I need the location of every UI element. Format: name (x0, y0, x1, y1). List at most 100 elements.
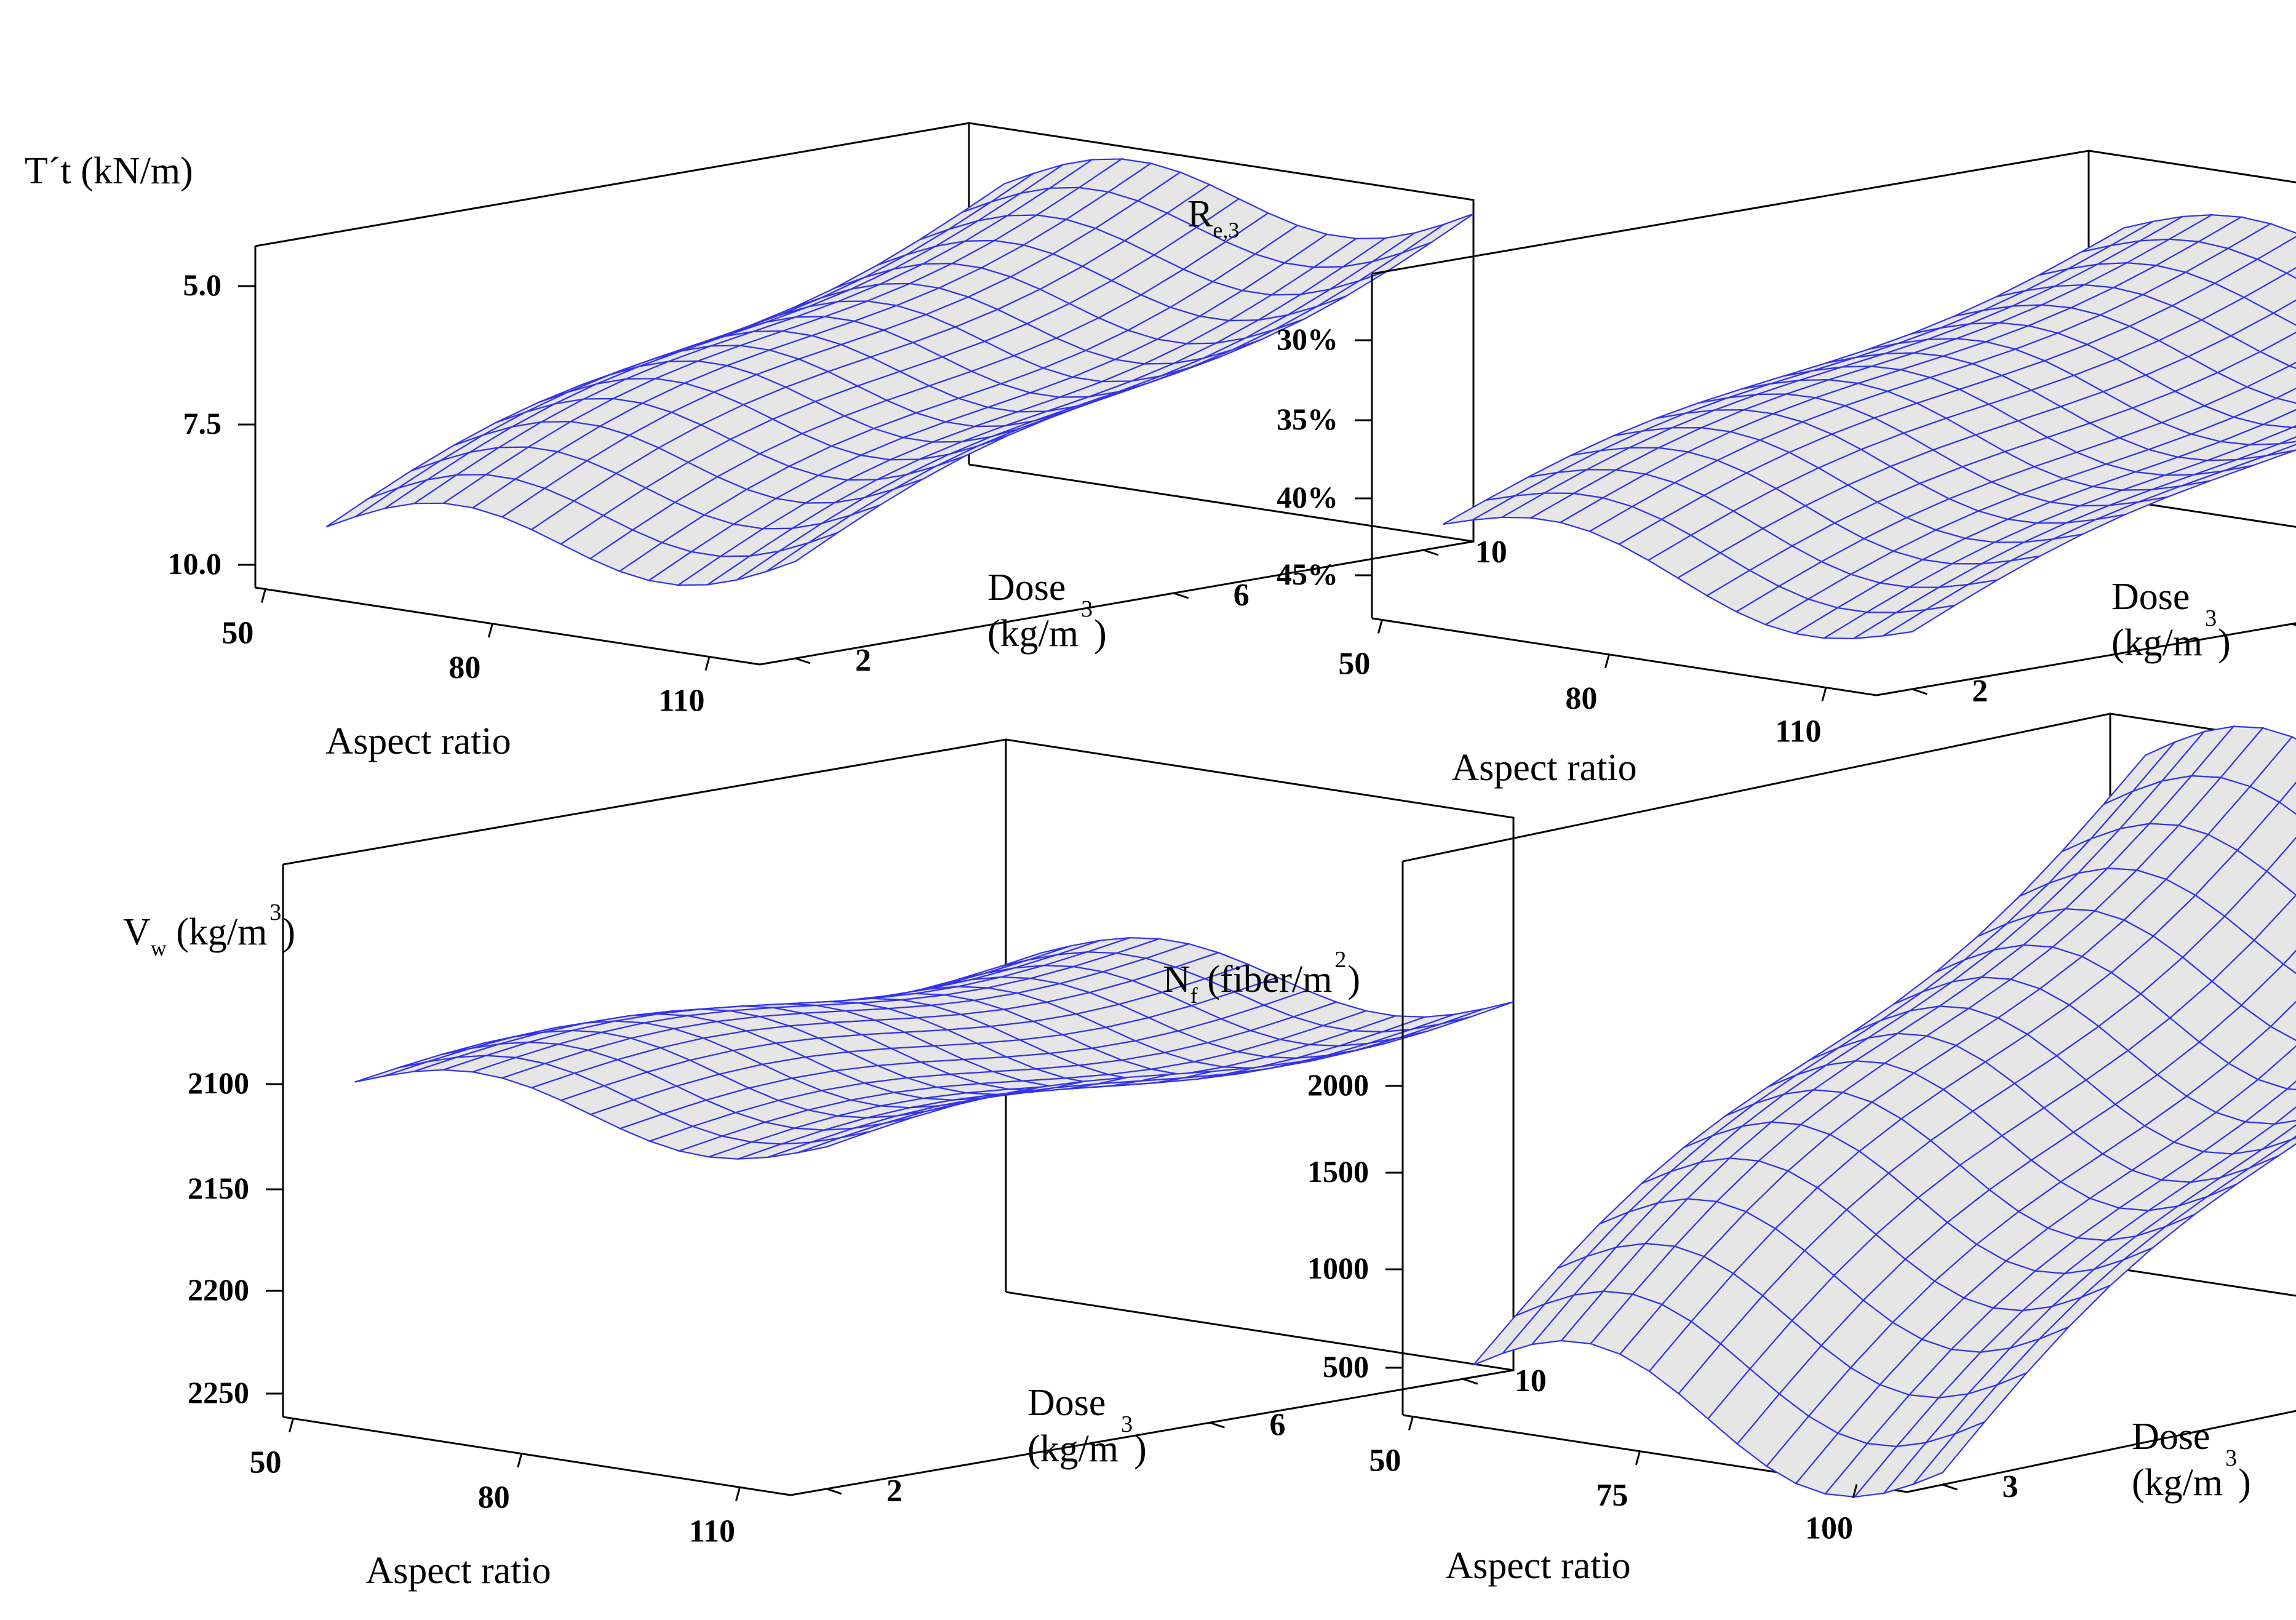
surface-cell (2282, 949, 2296, 975)
x-tick-label: 50 (1369, 1443, 1401, 1478)
z-tick-label: 35% (1277, 402, 1338, 436)
z-axis-title-superscript: 3 (269, 900, 281, 925)
y-axis-unit: (kg/m (1027, 1428, 1118, 1470)
y-tick-mark (2292, 623, 2296, 626)
x-tick-label: 80 (478, 1480, 510, 1515)
y-tick-mark (1173, 592, 1189, 599)
z-axis-title-subscript: f (1190, 983, 1198, 1008)
z-tick-label: 5.0 (183, 268, 222, 302)
z-axis-title-close: ) (282, 911, 295, 953)
x-axis-title: Aspect ratio (325, 720, 511, 762)
x-tick-mark (1604, 654, 1610, 669)
z-axis-title-unit: (kg/m (167, 911, 268, 953)
y-tick-label: 6 (1270, 1407, 1286, 1442)
x-tick-mark (1852, 1484, 1858, 1498)
surface-cell (1440, 1001, 1514, 1025)
x-axis-title: Aspect ratio (365, 1550, 551, 1592)
z-axis-title: T´t (kN/m) (25, 150, 193, 192)
x-axis-line (255, 586, 760, 666)
z-tick-label: 40% (1277, 480, 1338, 514)
z-tick-label: 1000 (1307, 1251, 1369, 1285)
z-tick-label: 2100 (188, 1066, 249, 1100)
z-tick-label: 500 (1323, 1349, 1369, 1384)
surface-cell (2285, 266, 2296, 279)
z-axis-title: Vw (kg/m 3) (123, 900, 295, 960)
y-tick-mark (1911, 688, 1927, 695)
y-axis-line (1876, 622, 2296, 696)
y-tick-mark (1210, 1421, 1225, 1429)
x-tick-mark (1635, 1451, 1641, 1466)
x-tick-label: 110 (1775, 714, 1821, 749)
x-tick-mark (1821, 687, 1827, 701)
surface-cell (2286, 1080, 2296, 1090)
y-axis-title-line2: (kg/m3) (2111, 605, 2231, 664)
x-axis-line (282, 1416, 791, 1496)
x-tick-label: 110 (689, 1514, 735, 1549)
x-tick-mark (487, 623, 493, 638)
y-axis-title-line2: (kg/m3) (987, 596, 1107, 655)
x-tick-label: 100 (1805, 1511, 1853, 1546)
z-axis-title-main: T´t (kN/m) (25, 150, 193, 192)
surface-cell (1883, 604, 1955, 637)
y-axis-title-line1: Dose (987, 567, 1066, 608)
x-axis-line (1371, 617, 1877, 696)
z-tick-label: 1500 (1307, 1154, 1369, 1189)
y-axis-unit: (kg/m (2111, 622, 2202, 664)
y-tick-label: 3 (2003, 1469, 2019, 1504)
surface-cell (2278, 781, 2296, 815)
x-tick-label: 50 (1338, 647, 1370, 682)
back-wall-right (1005, 738, 1515, 1371)
y-tick-mark (1423, 549, 1439, 556)
x-tick-label: 110 (658, 684, 704, 719)
surface-cell (797, 1131, 870, 1154)
y-axis-unit-close: ) (1134, 1428, 1147, 1470)
y-tick-label: 2 (1972, 674, 1988, 709)
y-tick-mark (1462, 1378, 1478, 1385)
panel-4: 5001000150020005075100369Aspect ratioDos… (1163, 712, 2296, 1587)
surface-mesh (1473, 725, 2296, 1498)
z-tick-label: 45% (1277, 557, 1338, 591)
y-axis-unit-superscript: 3 (1081, 596, 1093, 622)
y-tick-label: 10 (1515, 1363, 1547, 1399)
y-axis-unit: (kg/m (987, 613, 1078, 655)
x-tick-label: 75 (1596, 1478, 1628, 1513)
x-axis-title: Aspect ratio (1451, 747, 1636, 789)
x-tick-mark (289, 1418, 294, 1432)
x-tick-label: 50 (221, 616, 253, 651)
y-axis-unit-close: ) (1094, 613, 1107, 655)
y-axis-unit-superscript: 3 (2205, 605, 2217, 631)
z-tick-label: 30% (1277, 322, 1338, 356)
surface-cell (2279, 436, 2296, 445)
z-axis-title-unit: (fiber/m (1198, 959, 1333, 1000)
z-axis-title: Re,3 (1187, 193, 1239, 242)
y-tick-mark (1942, 1483, 1958, 1491)
surface-cell (1912, 1421, 1985, 1485)
y-tick-mark (826, 1488, 842, 1495)
z-axis-title-close: ) (1347, 959, 1360, 1000)
x-axis-title: Aspect ratio (1445, 1545, 1630, 1587)
x-tick-mark (517, 1453, 523, 1468)
z-axis-title-main: R (1187, 193, 1213, 235)
z-axis-title-superscript: 2 (1334, 947, 1346, 973)
y-tick-label: 2 (855, 643, 871, 678)
surface-mesh (1443, 213, 2296, 639)
y-axis-unit-superscript: 3 (2225, 1445, 2237, 1471)
surface-cell (765, 532, 839, 573)
y-axis-unit-close: ) (2238, 1462, 2251, 1504)
z-tick-label: 2200 (188, 1272, 249, 1307)
y-axis-unit: (kg/m (2132, 1462, 2223, 1504)
z-tick-label: 10.0 (168, 546, 222, 581)
y-axis-unit-close: ) (2218, 622, 2231, 664)
back-wall-right (968, 122, 1475, 543)
z-tick-label: 7.5 (183, 406, 222, 441)
x-tick-label: 50 (250, 1445, 282, 1480)
z-axis-title-main: V (123, 911, 151, 953)
x-tick-label: 80 (448, 650, 480, 685)
y-tick-label: 2 (887, 1474, 903, 1509)
surface-mesh (325, 158, 1474, 586)
z-tick-label: 2000 (1307, 1067, 1369, 1102)
x-tick-mark (704, 656, 711, 671)
